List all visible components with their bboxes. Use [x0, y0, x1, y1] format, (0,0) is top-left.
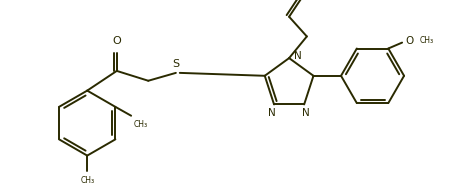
Text: N: N: [294, 51, 302, 61]
Text: CH₃: CH₃: [420, 36, 434, 45]
Text: CH₃: CH₃: [80, 176, 94, 185]
Text: N: N: [268, 108, 276, 118]
Text: N: N: [302, 108, 310, 118]
Text: O: O: [405, 36, 413, 46]
Text: CH₃: CH₃: [134, 120, 148, 129]
Text: S: S: [172, 59, 180, 69]
Text: O: O: [113, 36, 121, 46]
